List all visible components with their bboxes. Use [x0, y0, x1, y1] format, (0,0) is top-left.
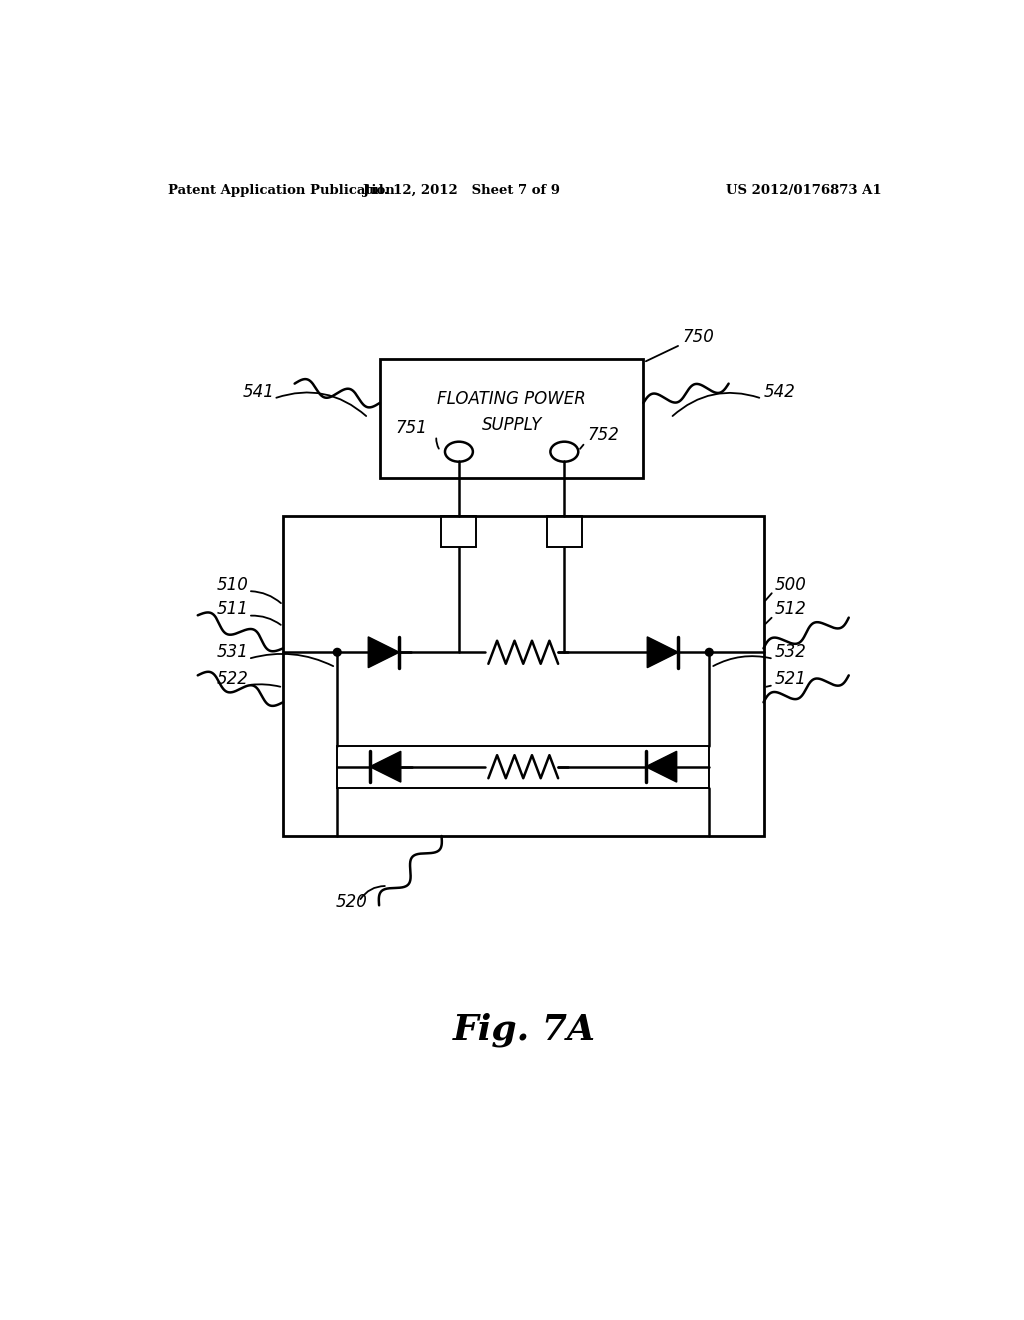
- Text: 510: 510: [217, 576, 249, 594]
- Bar: [441, 516, 476, 548]
- Text: 522: 522: [217, 669, 249, 688]
- Text: Patent Application Publication: Patent Application Publication: [168, 185, 395, 197]
- Polygon shape: [369, 636, 399, 668]
- Text: 532: 532: [775, 643, 807, 661]
- Polygon shape: [370, 751, 400, 781]
- Bar: [337, 746, 710, 788]
- Bar: [547, 516, 582, 548]
- Bar: [380, 359, 643, 478]
- Text: 752: 752: [588, 426, 620, 445]
- Text: FLOATING POWER
SUPPLY: FLOATING POWER SUPPLY: [437, 389, 586, 434]
- Text: 520: 520: [336, 892, 368, 911]
- Text: 512: 512: [775, 601, 807, 618]
- Text: 531: 531: [217, 643, 249, 661]
- Text: 751: 751: [395, 420, 427, 437]
- Text: Fig. 7A: Fig. 7A: [454, 1012, 596, 1047]
- Text: 541: 541: [243, 383, 274, 401]
- Polygon shape: [647, 636, 678, 668]
- Text: 521: 521: [775, 669, 807, 688]
- Text: 750: 750: [682, 327, 714, 346]
- Text: Jul. 12, 2012   Sheet 7 of 9: Jul. 12, 2012 Sheet 7 of 9: [362, 185, 560, 197]
- Circle shape: [706, 648, 713, 656]
- Circle shape: [334, 648, 341, 656]
- Polygon shape: [646, 751, 677, 781]
- Text: 542: 542: [764, 383, 796, 401]
- Text: 500: 500: [775, 576, 807, 594]
- Text: 511: 511: [217, 601, 249, 618]
- Text: US 2012/0176873 A1: US 2012/0176873 A1: [726, 185, 882, 197]
- Bar: [283, 516, 764, 836]
